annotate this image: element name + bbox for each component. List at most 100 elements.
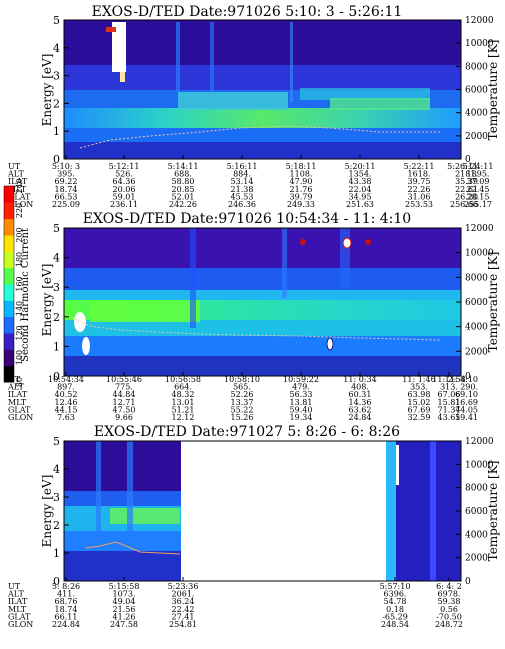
colorbar-label: Second Harmonic Current <box>20 228 31 362</box>
panel-3-ylabel: Energy [eV] <box>40 475 54 548</box>
orbit-cell: 59.40 <box>290 405 313 414</box>
colorbar-frame <box>3 185 15 383</box>
orbit-cell: 21.38 <box>231 185 254 194</box>
orbit-cell: 36.24 <box>172 597 195 606</box>
orbit-cell: 12.12 <box>172 413 195 422</box>
orbit-cell: 26.20 <box>455 192 478 201</box>
orbit-cell: 2061. <box>172 590 195 599</box>
orbit-cell: 5: 8:26 <box>52 582 80 591</box>
orbit-cell: 5:14:11 <box>168 162 199 171</box>
orbit-cell: 63.98 <box>408 390 431 399</box>
colorbar-tick-label: 220 <box>15 203 24 218</box>
orbit-cell: 408. <box>351 383 369 392</box>
orbit-cell: 688. <box>174 170 192 179</box>
orbit-cell: 22.04 <box>349 185 372 194</box>
temperature-tick-label: 8000 <box>465 273 488 283</box>
orbit-cell: 13.81 <box>290 398 313 407</box>
energy-tick-label: 2 <box>53 97 60 110</box>
orbit-cell: 52.26 <box>231 390 254 399</box>
orbit-cell: 897. <box>57 383 75 392</box>
orbit-row-label: GLON <box>8 200 33 209</box>
temperature-tick-label: 8000 <box>465 484 488 494</box>
orbit-cell: 5:12:11 <box>109 162 140 171</box>
colorbar-swatch <box>4 333 14 350</box>
colorbar-tick-label: 240 <box>15 178 24 193</box>
orbit-cell: 5:18:11 <box>286 162 317 171</box>
orbit-cell: 9.66 <box>115 413 133 422</box>
panel-2-orbit-table: UTALTILATMLTGLATGLON10:54:34897.40.5212.… <box>7 372 478 422</box>
colorbar-swatch <box>4 365 14 383</box>
orbit-cell: 5:26:11 <box>447 162 478 171</box>
panel-2-title: EXOS-D/TED Date:971026 10:54:34 - 11: 4:… <box>83 211 411 227</box>
orbit-cell: 5:16:11 <box>227 162 258 171</box>
temperature-tick-label: 2000 <box>465 554 488 564</box>
panel-2-spectrogram <box>63 227 462 377</box>
panel-3-energy-ticks: 0 1 2 3 4 5 <box>53 435 69 588</box>
energy-tick-label: 3 <box>53 491 60 504</box>
orbit-cell: 22.61 <box>455 185 478 194</box>
colorbar: 80 100 120 140 160 180 200 220 240 Second Harmon… <box>3 178 31 387</box>
temperature-tick-label: 0 <box>465 372 471 382</box>
orbit-cell: 313. <box>440 383 458 392</box>
orbit-row-label: UT <box>8 375 21 384</box>
panel-3-y2label: Temperature [K] <box>486 461 500 562</box>
orbit-cell: 254.81 <box>169 620 197 629</box>
orbit-cell: 40.52 <box>55 390 78 399</box>
panel-3-temperature-ticks: 0 2000 4000 6000 8000 10000 12000 <box>456 437 494 587</box>
orbit-cell: 24.84 <box>349 413 372 422</box>
colorbar-swatch <box>4 316 14 334</box>
orbit-cell: 58.80 <box>172 177 195 186</box>
panel-1-ylabel: Energy [eV] <box>40 54 54 127</box>
colorbar-swatches <box>3 185 15 383</box>
orbit-cell: 69.22 <box>55 177 78 186</box>
colorbar-tick-label: 180 <box>15 252 24 267</box>
orbit-cell: 22.26 <box>408 185 431 194</box>
panel-1-temperature-ticks: 0 2000 4000 6000 8000 10000 12000 <box>456 16 494 165</box>
panel-1: EXOS-D/TED Date:971026 5:10: 3 - 5:26:11… <box>7 4 500 209</box>
orbit-cell: 248.72 <box>435 620 463 629</box>
orbit-cell: 6: 4: 2 <box>436 582 462 591</box>
panel-2-y2label: Temperature [K] <box>486 252 500 353</box>
orbit-cell: 69.10 <box>455 390 478 399</box>
orbit-cell: 10:56:58 <box>165 375 201 384</box>
colorbar-swatch <box>4 349 14 367</box>
colorbar-tick-label: 100 <box>15 350 24 365</box>
orbit-cell: 43.61 <box>438 413 461 422</box>
orbit-cell: 56.33 <box>290 390 313 399</box>
orbit-cell: 6978. <box>438 590 461 599</box>
orbit-cell: 16.69 <box>455 398 478 407</box>
energy-tick-label: 2 <box>53 311 60 324</box>
orbit-cell: 15.02 <box>408 398 431 407</box>
orbit-cell: 51.21 <box>172 405 195 414</box>
orbit-cell: 55.22 <box>231 405 254 414</box>
orbit-cell: 5:15:58 <box>109 582 140 591</box>
colorbar-ticks: 80 100 120 140 160 180 200 220 240 <box>15 178 24 387</box>
orbit-row-label: MLT <box>8 605 27 614</box>
orbit-cell: 44.84 <box>113 390 136 399</box>
energy-tick-label: 4 <box>53 252 60 265</box>
orbit-cell: 12.46 <box>55 398 78 407</box>
panel-2-ylabel: Energy [eV] <box>40 264 54 337</box>
orbit-row-label: GLON <box>8 413 33 422</box>
energy-tick-label: 0 <box>53 153 60 166</box>
orbit-cell: 13.01 <box>172 398 195 407</box>
energy-tick-label: 1 <box>53 340 60 353</box>
orbit-cell: 11: 2:58 <box>432 375 465 384</box>
orbit-row-label: MLT <box>8 185 27 194</box>
orbit-cell: 224.84 <box>52 620 80 629</box>
colorbar-tick-label: 80 <box>15 377 24 387</box>
orbit-cell: 246.36 <box>228 200 256 209</box>
orbit-cell: 249.33 <box>287 200 315 209</box>
temperature-tick-label: 2000 <box>465 347 488 357</box>
orbit-row-label: ILAT <box>8 597 28 606</box>
orbit-cell: 1108. <box>290 170 313 179</box>
orbit-cell: 251.63 <box>346 200 374 209</box>
orbit-cell: 10:55:46 <box>106 375 142 384</box>
orbit-cell: 1895. <box>467 170 490 179</box>
orbit-cell: 18.74 <box>55 605 78 614</box>
orbit-cell: 47.50 <box>113 405 136 414</box>
orbit-cell: 6396. <box>384 590 407 599</box>
